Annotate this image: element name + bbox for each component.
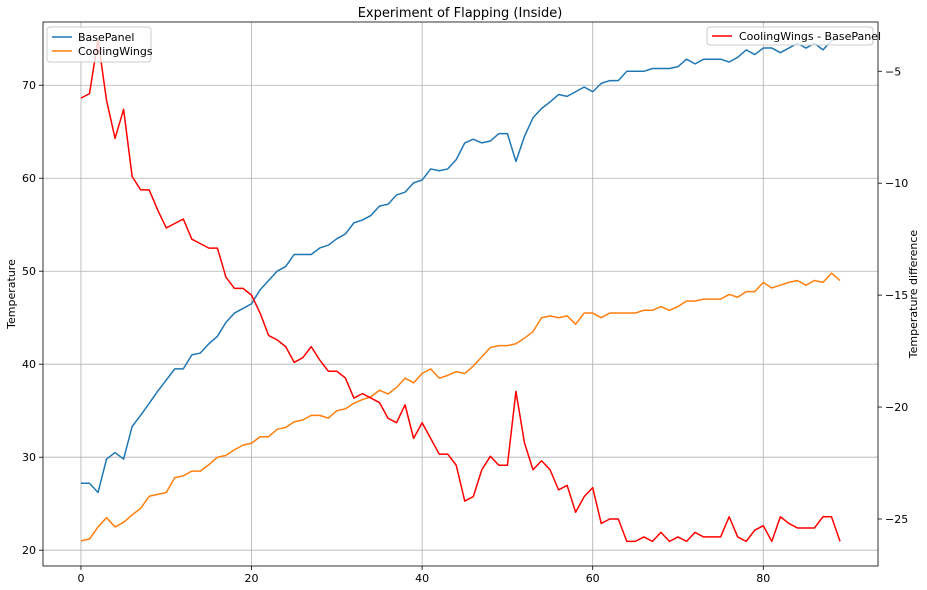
x-tick-label: 20 bbox=[245, 572, 259, 585]
chart-title: Experiment of Flapping (Inside) bbox=[358, 6, 563, 21]
y-axis-title: Temperature bbox=[5, 259, 18, 330]
y-tick-label: 70 bbox=[22, 79, 36, 92]
y-tick-label: 50 bbox=[22, 265, 36, 278]
y2-tick-label: −25 bbox=[885, 513, 908, 526]
y2-tick-label: −10 bbox=[885, 177, 908, 190]
y-axis-left: 20 30 40 50 60 70 bbox=[22, 79, 43, 557]
y-tick-label: 40 bbox=[22, 358, 36, 371]
y-tick-label: 30 bbox=[22, 451, 36, 464]
y-axis-right: −25 −20 −15 −10 −5 bbox=[878, 65, 908, 526]
y2-tick-label: −15 bbox=[885, 289, 908, 302]
legend-label-basepanel: BasePanel bbox=[78, 31, 134, 44]
y2-tick-label: −20 bbox=[885, 401, 908, 414]
x-tick-label: 0 bbox=[77, 572, 84, 585]
legend-label-difference: CoolingWings - BasePanel bbox=[739, 30, 881, 43]
y2-axis-title: Temperature difference bbox=[907, 230, 920, 360]
x-tick-label: 60 bbox=[586, 572, 600, 585]
series-lines bbox=[80, 38, 841, 543]
plot-frame bbox=[42, 21, 879, 567]
y2-tick-label: −5 bbox=[885, 65, 901, 78]
legend-right: CoolingWings - BasePanel bbox=[706, 26, 881, 46]
legend-right-box bbox=[706, 26, 874, 46]
legend-left-box bbox=[46, 26, 152, 63]
legend-label-coolingwings: CoolingWings bbox=[78, 45, 153, 58]
y-tick-label: 20 bbox=[22, 544, 36, 557]
series-line-coolingwings-basepanel bbox=[80, 39, 841, 543]
series-line-coolingwings bbox=[80, 272, 841, 542]
x-tick-label: 40 bbox=[415, 572, 429, 585]
legend-left: BasePanel CoolingWings bbox=[46, 26, 153, 63]
grid bbox=[43, 22, 878, 566]
x-axis: 0 20 40 60 80 bbox=[77, 566, 770, 585]
y-tick-label: 60 bbox=[22, 172, 36, 185]
series-line-basepanel bbox=[80, 38, 841, 494]
x-tick-label: 80 bbox=[756, 572, 770, 585]
